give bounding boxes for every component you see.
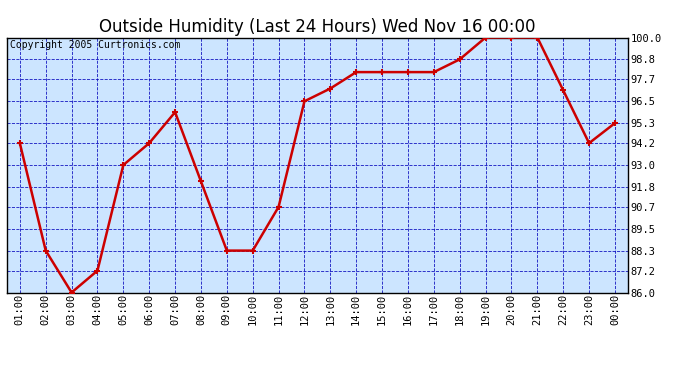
Title: Outside Humidity (Last 24 Hours) Wed Nov 16 00:00: Outside Humidity (Last 24 Hours) Wed Nov… [99,18,535,36]
Text: Copyright 2005 Curtronics.com: Copyright 2005 Curtronics.com [10,40,180,50]
